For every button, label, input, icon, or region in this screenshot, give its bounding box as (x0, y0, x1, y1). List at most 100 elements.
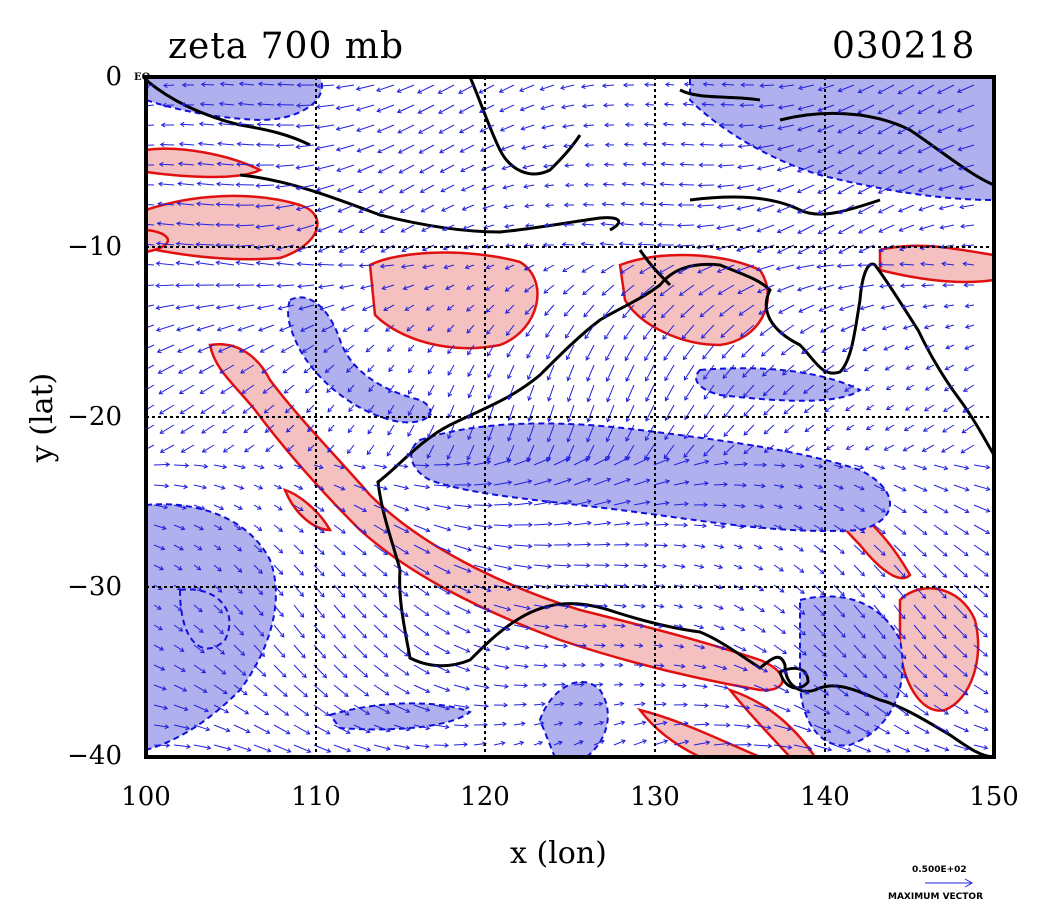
wind-vector (625, 424, 635, 442)
wind-vector-head (663, 454, 669, 460)
wind-vector-head (877, 169, 883, 175)
wind-vector-head (676, 222, 682, 228)
wind-vector (153, 504, 168, 509)
wind-vector-head (358, 263, 364, 269)
wind-vector (541, 124, 555, 129)
wind-vector-head (224, 708, 230, 714)
wind-vector (722, 364, 735, 379)
wind-vector-head (361, 486, 367, 491)
wind-vector (562, 264, 575, 272)
wind-vector (353, 724, 371, 733)
wind-vector (393, 704, 410, 713)
wind-vector (853, 704, 870, 716)
wind-vector-head (683, 721, 689, 726)
wind-vector (448, 384, 455, 397)
wind-vector (619, 243, 635, 246)
wind-vector (176, 262, 195, 266)
wind-vector-head (278, 570, 284, 575)
wind-vector (393, 664, 409, 676)
wind-vector-head (564, 623, 569, 629)
wind-vector-head (743, 412, 748, 417)
wind-vector (400, 204, 415, 213)
wind-vector-head (175, 305, 181, 310)
wind-vector-head (937, 167, 943, 172)
wind-vector (878, 184, 895, 194)
wind-vector-head (925, 365, 931, 370)
wind-vector-head (261, 369, 266, 374)
wind-vector (645, 424, 655, 441)
wind-vector-head (817, 249, 823, 255)
x-tick-140: 140 (800, 782, 850, 812)
wind-vector (393, 464, 408, 468)
wind-vector (173, 664, 186, 672)
wind-vector (173, 604, 182, 611)
wind-vector-head (567, 542, 572, 548)
wind-vector-head (198, 607, 203, 613)
wind-vector (327, 404, 335, 413)
wind-vector (447, 364, 455, 376)
wind-vector-head (697, 268, 703, 274)
wind-vector (859, 244, 875, 253)
wind-vector-head (901, 486, 907, 492)
y-tick-minus30: −30 (67, 572, 122, 602)
wind-vector (878, 204, 895, 213)
wind-vector-head (195, 221, 201, 227)
wind-vector (733, 584, 743, 590)
wind-vector-head (140, 430, 144, 434)
wind-vector (461, 184, 475, 191)
wind-vector (877, 144, 895, 155)
wind-vector-head (365, 728, 371, 734)
wind-vector-head (645, 500, 651, 505)
wind-vector-head (640, 181, 646, 187)
wind-vector-head (265, 729, 271, 734)
wind-vector-head (521, 145, 527, 150)
wind-vector-head (218, 609, 224, 614)
wind-vector-head (877, 129, 883, 135)
wind-vector-head (723, 432, 729, 437)
wind-vector (358, 204, 375, 213)
wind-vector (233, 504, 243, 510)
wind-vector-head (836, 263, 842, 269)
wind-vector-head (723, 460, 729, 466)
wind-vector-head (860, 613, 866, 619)
wind-vector-head (962, 613, 968, 619)
wind-vector-head (818, 505, 824, 511)
wind-vector-head (487, 373, 492, 379)
wind-vector-head (445, 569, 451, 574)
wind-vector (593, 604, 608, 607)
wind-vector-head (786, 726, 792, 732)
wind-vector (233, 544, 242, 552)
wind-vector (333, 624, 346, 639)
wind-vector (757, 184, 775, 191)
wind-vector (333, 564, 346, 577)
wind-vector (433, 724, 449, 728)
wind-vector (613, 644, 624, 647)
wind-vector-head (358, 208, 364, 214)
wind-vector-head (487, 481, 493, 487)
wind-vector (360, 244, 375, 253)
wind-vector-head (255, 283, 261, 289)
wind-vector (661, 163, 675, 166)
wind-vector (736, 224, 755, 231)
wind-vector-head (361, 306, 367, 312)
wind-vector (933, 664, 948, 678)
wind-vector (373, 484, 388, 490)
wind-vector-head (723, 481, 729, 487)
wind-vector (653, 458, 670, 466)
wind-vector-head (347, 387, 353, 393)
wind-vector (413, 564, 430, 575)
wind-vector (213, 724, 230, 732)
wind-vector-head (601, 201, 607, 207)
wind-vector-head (277, 305, 283, 311)
wind-vector-head (659, 181, 665, 187)
wind-vector (333, 644, 347, 659)
wind-vector-head (235, 202, 240, 208)
wind-vector (753, 644, 767, 653)
max-vector-arrow (925, 878, 974, 888)
wind-vector (178, 182, 195, 186)
wind-vector (833, 744, 852, 752)
wind-vector (917, 124, 935, 134)
wind-vector (893, 644, 907, 659)
wind-vector (487, 444, 495, 461)
wind-vector (424, 284, 435, 290)
